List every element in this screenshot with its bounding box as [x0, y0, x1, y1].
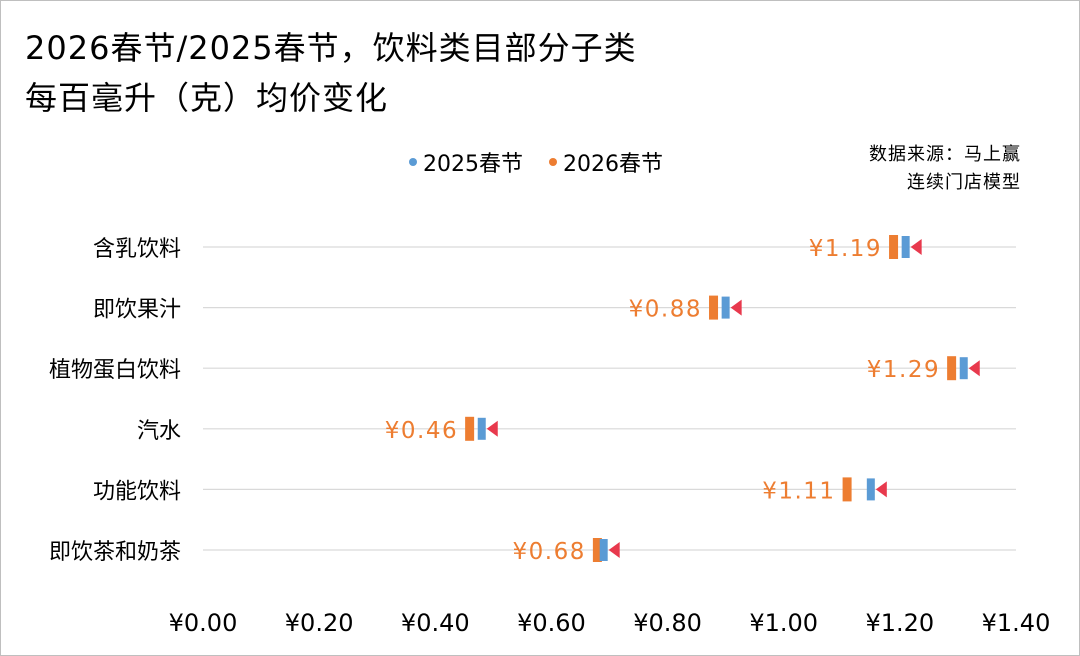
marker-2025	[477, 417, 486, 440]
data-label-2026: ¥1.11	[762, 478, 835, 504]
chart-legend: 2025春节 2026春节	[409, 147, 689, 177]
x-tick-label: ¥0.60	[517, 609, 586, 637]
x-tick-label: ¥1.40	[982, 609, 1051, 637]
legend-marker-2026	[549, 158, 557, 166]
data-source-line-1: 数据来源：马上赢	[869, 144, 1021, 165]
decrease-arrow	[730, 299, 742, 316]
data-source-note: 数据来源：马上赢 连续门店模型	[869, 141, 1021, 197]
chart-title-line-1: 2026春节/2025春节，饮料类目部分子类	[25, 29, 637, 67]
decrease-arrow	[608, 542, 620, 558]
category-label: 汽水	[137, 419, 181, 444]
legend-item-2026: 2026春节	[549, 146, 663, 178]
legend-marker-2025	[409, 158, 417, 166]
chart-title: 2026春节/2025春节，饮料类目部分子类 每百毫升（克）均价变化	[25, 23, 637, 123]
decrease-arrow	[910, 239, 922, 255]
x-tick-label: ¥0.80	[633, 609, 702, 637]
data-label-2026: ¥0.68	[513, 539, 586, 565]
chart-title-line-2: 每百毫升（克）均价变化	[25, 79, 389, 117]
category-label: 即饮茶和奶茶	[49, 540, 181, 565]
marker-2025	[599, 539, 608, 561]
data-label-2026: ¥1.19	[809, 236, 882, 262]
legend-item-2025: 2025春节	[409, 146, 523, 178]
marker-2026	[592, 538, 602, 562]
x-tick-label: ¥0.00	[169, 609, 238, 637]
decrease-arrow	[486, 420, 498, 437]
data-label-2026: ¥0.88	[629, 297, 702, 323]
marker-2025	[959, 357, 968, 380]
marker-2026	[889, 235, 899, 259]
category-label: 功能饮料	[93, 479, 181, 504]
data-label-2026: ¥1.29	[867, 357, 940, 383]
legend-label-2025: 2025春节	[423, 152, 523, 177]
category-label: 植物蛋白饮料	[49, 358, 181, 383]
x-tick-label: ¥0.20	[285, 609, 354, 637]
category-label: 即饮果汁	[93, 298, 181, 323]
marker-2025	[866, 478, 875, 501]
marker-2026	[465, 416, 475, 441]
data-source-line-2: 连续门店模型	[907, 172, 1021, 193]
x-tick-label: ¥1.20	[865, 609, 934, 637]
legend-label-2026: 2026春节	[563, 152, 663, 177]
x-tick-label: ¥0.40	[401, 609, 470, 637]
x-tick-label: ¥1.00	[749, 609, 818, 637]
decrease-arrow	[875, 481, 887, 498]
category-label: 含乳饮料	[93, 237, 181, 262]
data-label-2026: ¥0.46	[385, 418, 458, 444]
marker-2026	[947, 356, 957, 381]
decrease-arrow	[968, 360, 980, 377]
marker-2026	[842, 477, 852, 502]
marker-2025	[721, 296, 730, 319]
marker-2025	[901, 236, 910, 258]
marker-2026	[709, 295, 719, 320]
